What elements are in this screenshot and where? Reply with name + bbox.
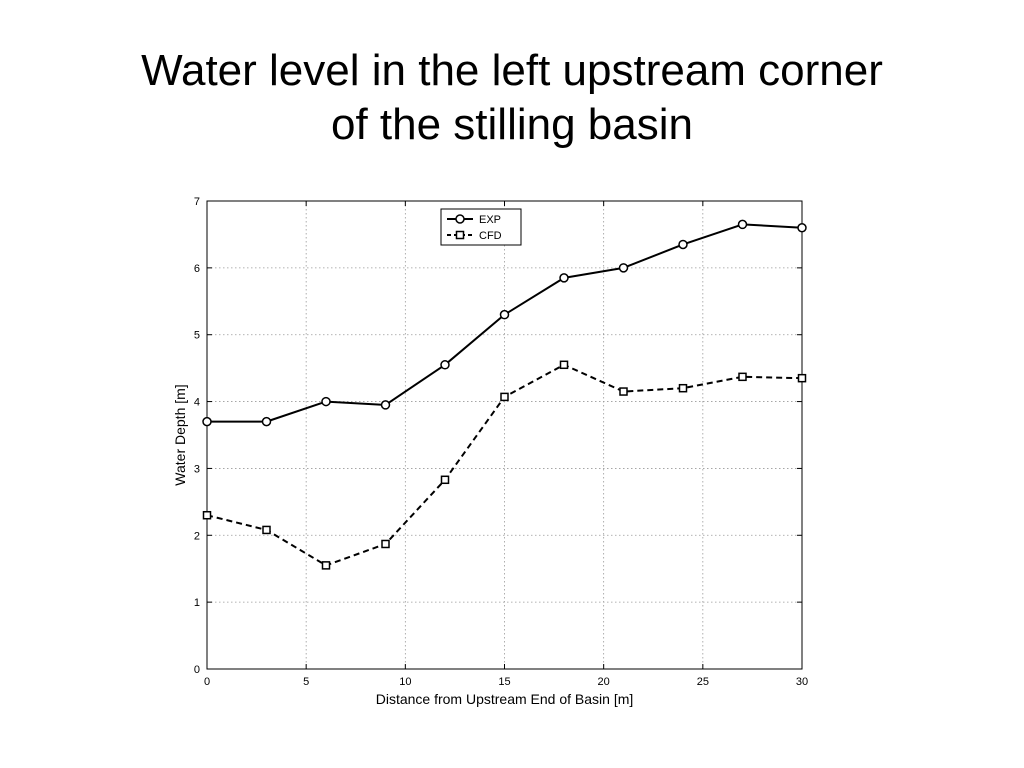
- cfd-data-point: [202, 510, 212, 520]
- y-tick-label: 3: [194, 463, 200, 475]
- x-tick-label: 5: [303, 676, 309, 688]
- exp-data-point: [618, 263, 629, 273]
- slide-title: Water level in the left upstream corner …: [0, 44, 1024, 152]
- cfd-data-point: [262, 525, 271, 535]
- series-group: [202, 219, 807, 570]
- exp-data-point: [559, 273, 569, 283]
- y-tick-label: 1: [194, 597, 200, 609]
- slide-title-line-2: of the stilling basin: [331, 100, 693, 149]
- axis-ticks: 0 5 10 15 20 25 30 0 1 2 3 4 5 6 7: [194, 196, 808, 688]
- exp-data-point: [380, 400, 391, 410]
- exp-legend-marker: [455, 214, 465, 224]
- cfd-data-point: [500, 392, 509, 402]
- exp-data-point: [797, 222, 807, 233]
- cfd-data-point: [619, 387, 628, 396]
- y-axis-label: Water Depth [m]: [172, 384, 188, 485]
- x-tick-label: 10: [399, 676, 411, 688]
- cfd-data-point: [797, 373, 807, 383]
- exp-legend-label: EXP: [479, 214, 501, 226]
- cfd-data-point: [440, 475, 450, 485]
- exp-data-point: [202, 416, 212, 427]
- exp-data-point: [678, 239, 688, 250]
- grid-lines: [207, 201, 802, 669]
- exp-data-point: [499, 309, 510, 320]
- y-tick-label: 7: [194, 196, 200, 208]
- exp-data-point: [440, 360, 450, 370]
- y-tick-label: 4: [194, 397, 200, 409]
- cfd-data-point: [559, 360, 569, 370]
- exp-data-point: [321, 396, 331, 407]
- x-axis-label: Distance from Upstream End of Basin [m]: [376, 691, 634, 707]
- x-tick-label: 15: [498, 676, 510, 688]
- cfd-legend-marker: [455, 230, 465, 240]
- cfd-data-point: [321, 561, 331, 570]
- cfd-legend-label: CFD: [479, 230, 502, 242]
- x-tick-label: 20: [598, 676, 610, 688]
- cfd-data-point: [738, 372, 747, 382]
- y-tick-label: 2: [194, 530, 200, 542]
- cfd-series: [202, 360, 807, 570]
- plot-frame: [206, 200, 803, 670]
- y-tick-label: 5: [194, 330, 200, 342]
- x-tick-label: 0: [204, 676, 210, 688]
- x-tick-label: 30: [796, 676, 808, 688]
- x-tick-label: 25: [697, 676, 709, 688]
- exp-series: [202, 219, 807, 427]
- slide-title-line-1: Water level in the left upstream corner: [141, 46, 883, 95]
- cfd-data-point: [381, 539, 390, 549]
- y-tick-label: 6: [194, 263, 200, 275]
- cfd-data-point: [678, 383, 688, 393]
- y-tick-label: 0: [194, 664, 200, 676]
- exp-data-point: [261, 416, 272, 427]
- legend-box: [440, 208, 522, 246]
- legend: EXP CFD: [440, 208, 522, 246]
- exp-data-point: [737, 219, 748, 230]
